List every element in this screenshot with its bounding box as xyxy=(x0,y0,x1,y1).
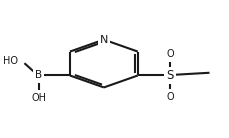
Text: O: O xyxy=(166,92,173,102)
Text: O: O xyxy=(166,49,173,59)
Text: N: N xyxy=(99,35,108,45)
Text: S: S xyxy=(166,69,173,82)
Text: B: B xyxy=(35,71,42,80)
Text: OH: OH xyxy=(31,93,46,103)
Text: HO: HO xyxy=(3,56,18,66)
